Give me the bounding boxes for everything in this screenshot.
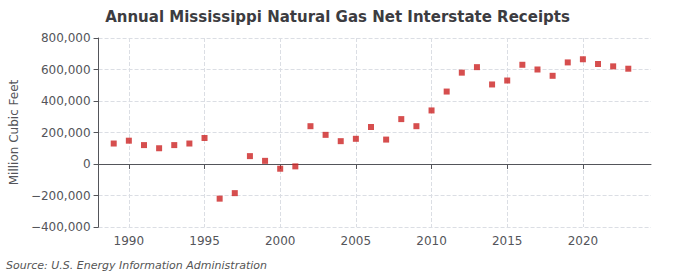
svg-text:400,000: 400,000 <box>41 94 91 108</box>
svg-text:2005: 2005 <box>341 234 372 248</box>
svg-text:0: 0 <box>83 157 91 171</box>
svg-text:2000: 2000 <box>265 234 296 248</box>
svg-text:Million Cubic Feet: Million Cubic Feet <box>7 79 21 185</box>
svg-text:200,000: 200,000 <box>41 126 91 140</box>
svg-text:−400,000: −400,000 <box>31 220 91 234</box>
svg-text:2010: 2010 <box>416 234 447 248</box>
svg-text:−200,000: −200,000 <box>31 189 91 203</box>
svg-text:800,000: 800,000 <box>41 31 91 45</box>
svg-text:Annual Mississippi Natural Gas: Annual Mississippi Natural Gas Net Inter… <box>105 8 570 26</box>
svg-text:2020: 2020 <box>568 234 599 248</box>
svg-text:2015: 2015 <box>492 234 523 248</box>
svg-text:1995: 1995 <box>189 234 220 248</box>
svg-text:600,000: 600,000 <box>41 63 91 77</box>
svg-text:Source: U.S. Energy Informatio: Source: U.S. Energy Information Administ… <box>6 259 267 272</box>
svg-text:1990: 1990 <box>114 234 145 248</box>
